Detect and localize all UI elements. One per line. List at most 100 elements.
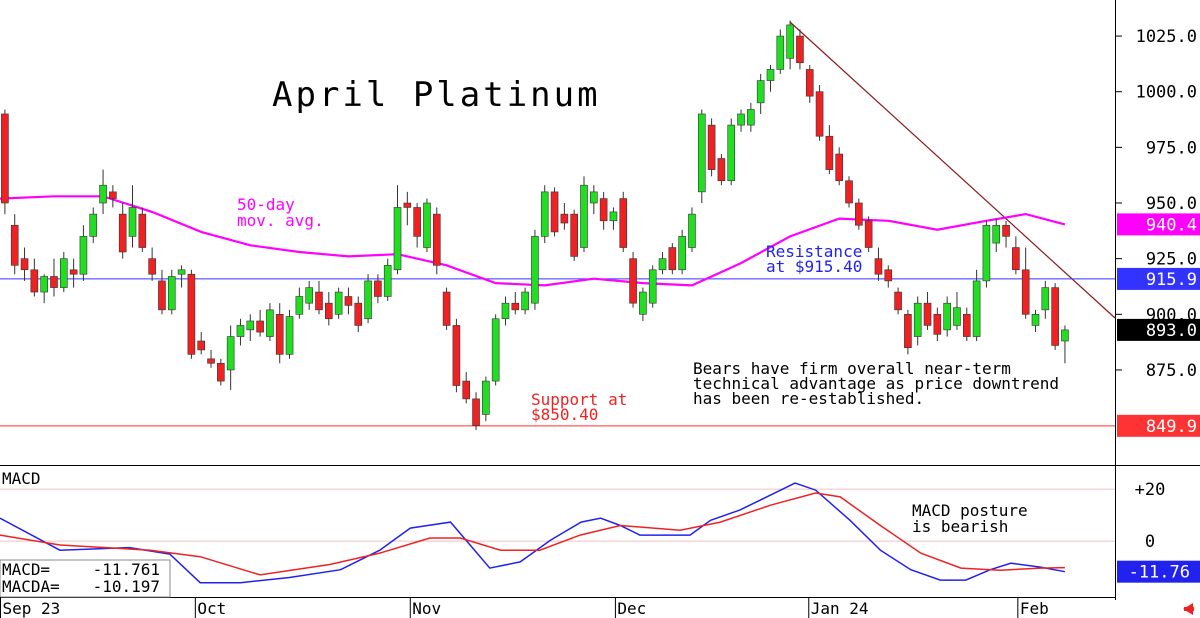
price-marker-label: 893.0 xyxy=(1146,321,1197,341)
candle-body xyxy=(756,80,765,104)
candle-body xyxy=(217,362,225,382)
candle-body xyxy=(246,320,255,331)
candle-body xyxy=(364,280,372,320)
moving-average xyxy=(0,195,1066,287)
candle-body xyxy=(50,276,58,288)
candle-body xyxy=(501,302,510,320)
annotation: has been re-established. xyxy=(693,389,924,408)
candle-body xyxy=(266,309,274,337)
candle-body xyxy=(325,302,333,320)
candle-body xyxy=(815,91,824,137)
x-tick-label: Sep 23 xyxy=(3,599,61,618)
price-marker xyxy=(1117,267,1200,290)
candle-body xyxy=(334,291,343,315)
candle-body xyxy=(30,269,39,293)
candle-body xyxy=(305,287,313,304)
candle-body xyxy=(805,69,814,97)
candle-body xyxy=(79,236,88,275)
candle-body xyxy=(462,380,471,400)
annotation: at $915.40 xyxy=(766,257,862,276)
price-marker-label: 915.9 xyxy=(1146,270,1197,290)
candle-body xyxy=(570,213,578,257)
candle-body xyxy=(472,398,480,426)
candle-body xyxy=(678,236,686,271)
y-tick-label: 1025.0 xyxy=(1136,27,1197,47)
x-tick-label: Oct xyxy=(197,599,226,618)
candle-body xyxy=(256,320,264,333)
candle-body xyxy=(786,24,794,59)
candle-body xyxy=(933,314,942,335)
y-tick-label: 975.0 xyxy=(1146,138,1197,158)
candle-body xyxy=(207,358,215,364)
scroll-arrow-stem[interactable] xyxy=(1184,607,1194,611)
price-marker xyxy=(1117,414,1200,437)
candle-body xyxy=(285,316,294,355)
candle-body xyxy=(707,124,716,170)
candle-body xyxy=(776,35,785,70)
candle-body xyxy=(413,207,421,237)
candle-body xyxy=(560,213,569,224)
x-tick-label: Feb xyxy=(1020,599,1049,618)
candle-body xyxy=(423,202,431,248)
candle-body xyxy=(540,191,549,237)
candle-body xyxy=(315,291,323,311)
candle-body xyxy=(148,258,156,275)
candle-body xyxy=(953,307,961,326)
candle-body xyxy=(1021,269,1030,315)
candle-body xyxy=(99,184,107,204)
candle-body xyxy=(648,269,657,304)
candle-body xyxy=(864,220,873,248)
y-tick-label: 925.0 xyxy=(1146,250,1197,270)
candle-body xyxy=(1,113,9,204)
legend-value: -11.761 xyxy=(93,560,160,579)
annotation: Bears have firm overall near-term xyxy=(693,359,1011,378)
candle-body xyxy=(1041,287,1050,311)
candle-body xyxy=(187,273,196,355)
candle-body xyxy=(943,302,951,331)
candle-body xyxy=(40,276,48,293)
legend-eq: = xyxy=(40,560,50,579)
legend-name: MACD xyxy=(2,560,41,579)
candle-body xyxy=(913,302,922,337)
candle-body xyxy=(737,113,745,126)
candle-body xyxy=(158,280,166,311)
candle-body xyxy=(275,314,284,355)
candle-body xyxy=(717,158,726,182)
y-tick-label: 1000.0 xyxy=(1136,83,1197,103)
candle-body xyxy=(383,265,392,297)
candle-body xyxy=(629,258,637,304)
candle-body xyxy=(845,180,853,204)
annotation: Support at xyxy=(531,390,627,409)
candle-body xyxy=(295,296,304,315)
candle-body xyxy=(128,207,137,237)
candle-body xyxy=(1031,314,1040,326)
candle-body xyxy=(972,280,981,337)
candle-body xyxy=(727,124,736,182)
candle-body xyxy=(639,291,647,315)
candle-body xyxy=(452,325,461,386)
annotation: $850.40 xyxy=(531,405,598,424)
candle-body xyxy=(109,191,117,199)
candle-body xyxy=(374,280,382,297)
macd-marker-label: -11.76 xyxy=(1129,563,1190,583)
candle-body xyxy=(609,211,618,222)
candle-body xyxy=(747,109,755,126)
candle-body xyxy=(138,213,147,248)
macd-annotation: is bearish xyxy=(912,517,1008,536)
candle-body xyxy=(697,113,706,193)
candle-body xyxy=(658,258,667,271)
candle-body xyxy=(521,291,529,311)
y-tick-label: 875.0 xyxy=(1146,361,1197,381)
candle-body xyxy=(344,296,353,306)
price-marker xyxy=(1117,318,1200,341)
candle-body xyxy=(482,380,490,415)
legend-value: -10.197 xyxy=(93,577,160,596)
candle-body xyxy=(20,258,29,271)
legend-eq: = xyxy=(50,577,60,596)
price-marker-label: 940.4 xyxy=(1146,215,1197,235)
candle-body xyxy=(992,224,1001,244)
chart-title: April Platinum xyxy=(272,75,601,115)
price-marker-label: 849.9 xyxy=(1146,417,1197,437)
